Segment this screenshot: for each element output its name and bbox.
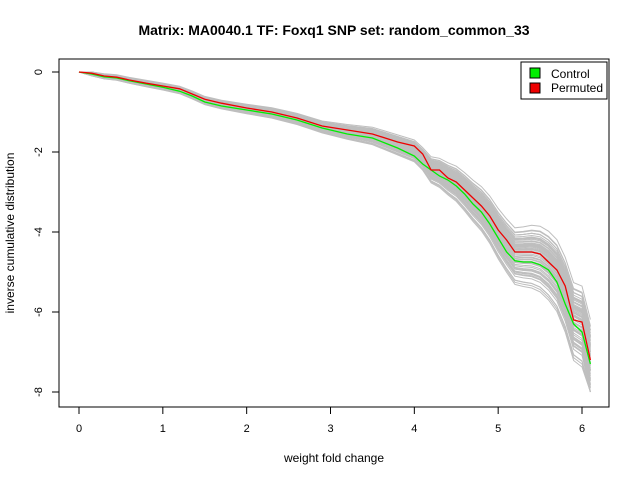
- background-curve: [78, 71, 591, 377]
- background-curve: [78, 71, 591, 385]
- legend-label-control: Control: [551, 67, 590, 81]
- background-curve: [78, 71, 591, 388]
- chart-title: Matrix: MA0040.1 TF: Foxq1 SNP set: rand…: [138, 22, 529, 38]
- background-curve: [78, 71, 591, 342]
- background-curve: [78, 71, 591, 372]
- x-tick-label: 0: [76, 423, 82, 435]
- background-curve: [78, 71, 591, 336]
- background-curve: [78, 71, 591, 338]
- background-curve: [78, 71, 591, 345]
- background-curve: [78, 71, 591, 348]
- background-curve: [78, 71, 591, 367]
- background-curve: [79, 71, 591, 331]
- background-curve: [78, 71, 591, 359]
- background-curve: [78, 71, 591, 361]
- background-curve: [78, 71, 591, 355]
- y-tick-label: -8: [33, 387, 45, 397]
- background-curve: [78, 71, 591, 355]
- y-tick-label: -6: [33, 307, 45, 317]
- background-series-group: [78, 71, 591, 393]
- legend: Control Permuted: [520, 61, 608, 100]
- background-curve: [78, 71, 591, 345]
- legend-label-permuted: Permuted: [551, 81, 603, 95]
- series-line-permuted: [78, 71, 592, 361]
- legend-swatch-permuted: [529, 82, 541, 94]
- x-axis: 0 1 2 3 4 5 6: [76, 406, 585, 435]
- background-curve: [78, 71, 591, 386]
- background-curve: [78, 71, 591, 337]
- background-curve: [78, 71, 591, 380]
- background-curve: [78, 71, 591, 370]
- series-line-control: [78, 71, 592, 365]
- series-group: [78, 71, 592, 365]
- background-curve: [78, 71, 591, 353]
- background-curve: [78, 71, 591, 337]
- background-curve: [78, 71, 591, 357]
- background-curve: [78, 71, 591, 351]
- y-tick-label: 0: [33, 69, 45, 75]
- background-curve: [78, 71, 591, 371]
- y-axis: 0 -2 -4 -6 -8: [33, 69, 60, 397]
- background-curve: [78, 71, 591, 344]
- x-tick-label: 6: [579, 423, 585, 435]
- background-curve: [78, 71, 591, 349]
- x-tick-label: 3: [327, 423, 333, 435]
- background-curve: [78, 71, 591, 384]
- background-curve: [78, 71, 591, 363]
- background-curve: [79, 71, 591, 331]
- background-curve: [78, 71, 591, 393]
- background-curve: [79, 71, 591, 327]
- background-curve: [78, 71, 591, 339]
- background-curve: [78, 71, 591, 356]
- background-curve: [78, 71, 591, 392]
- y-tick-label: -2: [33, 147, 45, 157]
- background-curve: [78, 71, 591, 337]
- y-tick-label: -4: [33, 227, 45, 237]
- background-curve: [78, 71, 591, 364]
- plot-frame: [58, 58, 610, 408]
- background-curve: [78, 71, 591, 346]
- background-curve: [79, 71, 591, 334]
- background-curve: [78, 71, 591, 352]
- background-curve: [78, 71, 591, 369]
- background-curve: [78, 71, 591, 366]
- background-curve: [78, 71, 591, 379]
- x-tick-label: 1: [160, 423, 166, 435]
- background-curve: [79, 71, 591, 320]
- x-tick-label: 5: [495, 423, 501, 435]
- x-tick-label: 2: [244, 423, 250, 435]
- y-axis-label: inverse cumulative distribution: [3, 153, 17, 314]
- background-curve: [78, 71, 591, 371]
- background-curve: [78, 71, 591, 347]
- background-curve: [78, 71, 591, 352]
- background-curve: [78, 71, 591, 346]
- background-curve: [78, 71, 591, 371]
- background-curve: [79, 71, 591, 327]
- x-tick-label: 4: [411, 423, 417, 435]
- background-curve: [78, 71, 591, 375]
- background-curve: [79, 71, 591, 331]
- background-curve: [78, 71, 591, 341]
- x-axis-label: weight fold change: [283, 451, 384, 465]
- background-curve: [78, 71, 591, 363]
- legend-swatch-control: [529, 67, 541, 79]
